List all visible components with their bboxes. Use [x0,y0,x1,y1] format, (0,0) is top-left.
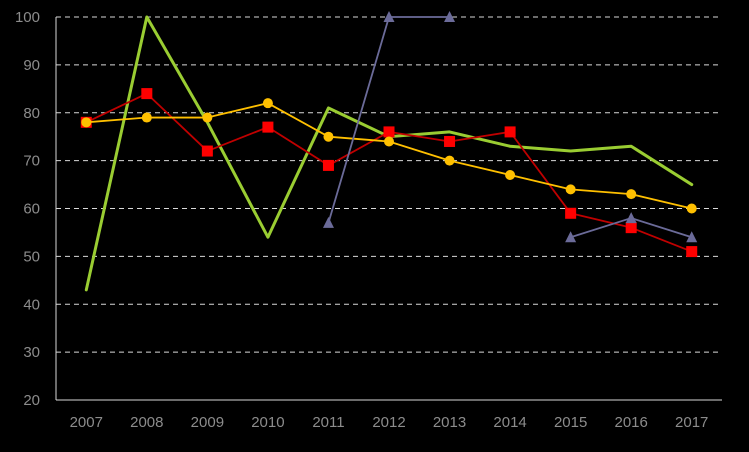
red-squares-point-2012 [383,126,395,138]
red-squares-point-2011 [322,159,334,171]
x-tick-label-2011: 2011 [312,414,344,431]
axes [55,17,722,401]
red-squares-point-2017 [686,246,698,258]
yellow-circles-point-2013 [444,155,455,166]
yellow-circles-point-2009 [202,112,213,123]
red-squares-point-2008 [141,88,153,100]
x-tick-label-2008: 2008 [130,414,163,431]
yellow-circles-point-2012 [384,136,394,147]
yellow-circles-point-2011 [323,131,334,142]
y-tick-label-100: 100 [15,9,40,26]
purple-triangles-point-2013 [444,11,456,22]
yellow-circles-point-2007 [81,117,92,128]
purple-triangles-line-segment-0 [327,16,451,224]
yellow-circles-point-2015 [565,184,576,195]
x-tick-label-2012: 2012 [372,414,405,431]
series-layer [80,11,698,292]
y-tick-label-90: 90 [23,57,40,74]
red-squares-point-2015 [565,207,577,219]
x-tick-label-2014: 2014 [493,414,526,431]
yellow-circles-point-2014 [505,169,516,180]
series-purple-triangles [322,11,698,243]
yellow-circles-line-segment-0 [85,102,693,210]
red-squares-point-2014 [504,126,516,138]
yellow-circles-point-2010 [262,98,273,109]
purple-triangles-point-2011 [322,216,334,228]
red-squares-point-2013 [444,135,456,147]
red-squares-point-2010 [262,121,274,133]
y-tick-label-60: 60 [23,201,40,218]
x-tick-label-2013: 2013 [433,414,466,431]
x-axis-tick-labels: 2007 2008 2009 2010 2011 2012 2013 2014 2015 2016… [70,414,709,431]
red-squares-point-2009 [201,145,213,157]
gridlines [56,16,722,353]
x-tick-label-2007: 2007 [70,414,103,431]
y-axis-tick-labels: 20 30 40 50 60 70 80 90 100 [15,9,40,409]
purple-triangles-point-2012 [383,11,395,22]
y-tick-label-80: 80 [23,105,40,122]
purple-triangles-point-2017 [686,231,698,243]
x-tick-label-2016: 2016 [614,414,647,431]
x-tick-label-2010: 2010 [251,414,284,431]
purple-triangles-point-2016 [625,212,637,224]
series-yellow-circles [81,98,697,214]
green-line-line-segment-0 [84,15,694,292]
y-tick-label-70: 70 [23,153,40,170]
red-squares-point-2016 [625,222,637,234]
x-tick-label-2015: 2015 [554,414,587,431]
yellow-circles-point-2016 [626,189,637,200]
y-tick-label-20: 20 [23,392,40,409]
y-tick-label-50: 50 [23,248,40,265]
yellow-circles-point-2017 [686,203,697,214]
purple-triangles-point-2015 [565,231,577,243]
yellow-circles-point-2008 [141,112,152,123]
x-tick-label-2017: 2017 [675,414,708,431]
y-tick-label-40: 40 [23,296,40,313]
x-tick-label-2009: 2009 [191,414,224,431]
y-tick-label-30: 30 [23,344,40,361]
series-red-squares [80,88,698,258]
series-green-line [84,15,694,292]
